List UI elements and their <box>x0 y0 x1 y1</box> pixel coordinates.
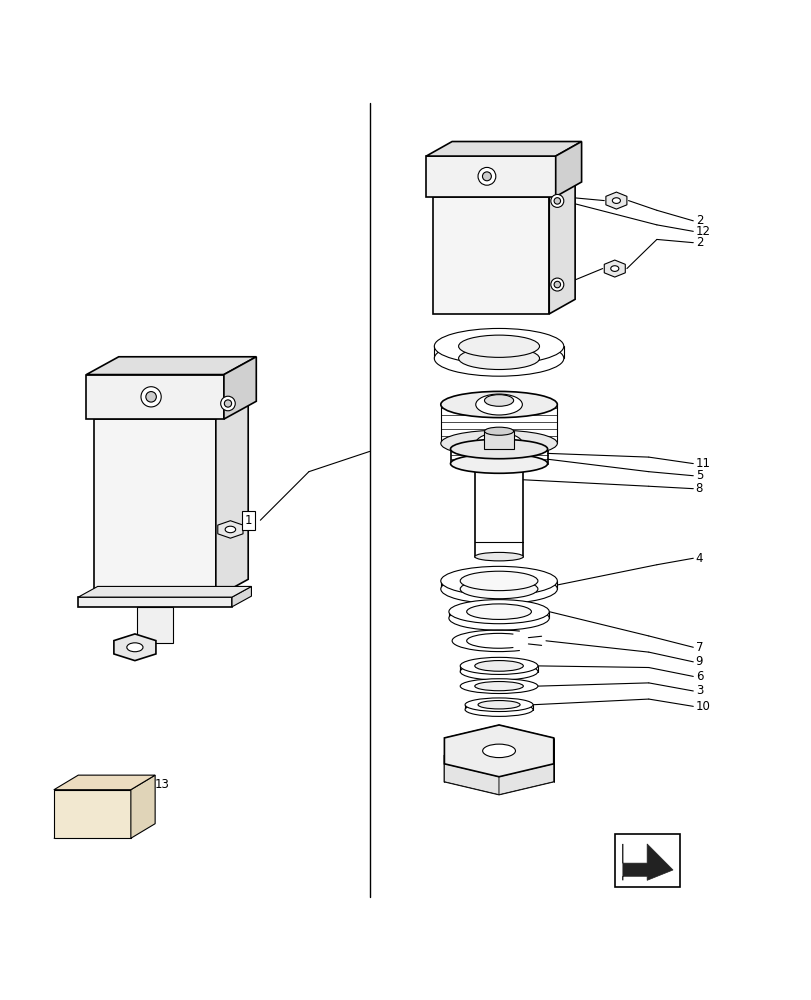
Ellipse shape <box>550 194 563 207</box>
Polygon shape <box>114 634 156 661</box>
Polygon shape <box>94 419 216 597</box>
Polygon shape <box>86 357 256 375</box>
Ellipse shape <box>474 682 523 691</box>
Ellipse shape <box>460 663 537 680</box>
Ellipse shape <box>127 643 143 652</box>
Ellipse shape <box>482 744 515 758</box>
Polygon shape <box>86 375 224 419</box>
Ellipse shape <box>440 566 556 595</box>
Polygon shape <box>605 192 626 209</box>
Text: 1: 1 <box>244 514 251 527</box>
Ellipse shape <box>440 574 556 604</box>
Ellipse shape <box>553 198 560 204</box>
Polygon shape <box>217 521 242 538</box>
Ellipse shape <box>458 335 539 357</box>
Ellipse shape <box>460 571 537 591</box>
Polygon shape <box>216 401 248 597</box>
Ellipse shape <box>448 606 548 630</box>
Polygon shape <box>131 775 155 838</box>
Polygon shape <box>426 142 581 156</box>
Ellipse shape <box>611 198 620 203</box>
Polygon shape <box>444 725 499 756</box>
Text: 3: 3 <box>695 684 702 697</box>
Ellipse shape <box>610 266 618 271</box>
Polygon shape <box>78 597 232 607</box>
Polygon shape <box>548 182 574 314</box>
Ellipse shape <box>440 430 556 456</box>
Text: 2: 2 <box>695 236 702 249</box>
Ellipse shape <box>221 396 235 411</box>
Text: 2: 2 <box>695 214 702 227</box>
Text: 13: 13 <box>155 778 169 791</box>
Bar <box>614 834 679 887</box>
Polygon shape <box>224 357 256 419</box>
Ellipse shape <box>466 604 530 619</box>
Ellipse shape <box>475 433 521 454</box>
Text: 11: 11 <box>695 457 710 470</box>
Text: 7: 7 <box>695 641 702 654</box>
Polygon shape <box>426 156 555 197</box>
Text: 5: 5 <box>695 469 702 482</box>
Ellipse shape <box>434 328 563 364</box>
Ellipse shape <box>450 454 547 473</box>
Polygon shape <box>499 725 553 756</box>
Polygon shape <box>555 142 581 197</box>
Polygon shape <box>622 844 672 880</box>
Ellipse shape <box>448 600 548 624</box>
Ellipse shape <box>224 400 231 407</box>
Polygon shape <box>78 586 251 597</box>
Ellipse shape <box>553 281 560 288</box>
Ellipse shape <box>141 387 161 407</box>
Ellipse shape <box>478 701 520 709</box>
Ellipse shape <box>474 552 523 561</box>
Ellipse shape <box>460 679 537 694</box>
Ellipse shape <box>440 391 556 418</box>
Ellipse shape <box>484 427 513 435</box>
Ellipse shape <box>458 347 539 370</box>
Text: 10: 10 <box>695 700 710 713</box>
Ellipse shape <box>434 341 563 376</box>
Ellipse shape <box>482 172 491 181</box>
Ellipse shape <box>225 526 235 533</box>
Polygon shape <box>444 725 553 777</box>
Text: 12: 12 <box>695 225 710 238</box>
Ellipse shape <box>146 392 157 402</box>
Polygon shape <box>54 775 155 790</box>
Ellipse shape <box>465 698 532 712</box>
Polygon shape <box>54 790 131 838</box>
Ellipse shape <box>460 579 537 599</box>
Ellipse shape <box>460 657 537 674</box>
Text: 9: 9 <box>695 655 702 668</box>
Text: 6: 6 <box>695 670 702 683</box>
Ellipse shape <box>450 439 547 459</box>
Ellipse shape <box>484 395 513 406</box>
Polygon shape <box>137 607 173 643</box>
Text: 8: 8 <box>695 482 702 495</box>
Polygon shape <box>444 764 499 795</box>
Bar <box>484 431 513 449</box>
Ellipse shape <box>475 394 521 415</box>
Polygon shape <box>444 743 553 795</box>
Polygon shape <box>603 260 624 277</box>
Ellipse shape <box>474 661 523 671</box>
Polygon shape <box>232 586 251 607</box>
Ellipse shape <box>550 278 563 291</box>
Polygon shape <box>499 764 553 795</box>
Polygon shape <box>432 197 548 314</box>
Text: 4: 4 <box>695 552 702 565</box>
Ellipse shape <box>478 167 496 185</box>
Ellipse shape <box>465 703 532 716</box>
